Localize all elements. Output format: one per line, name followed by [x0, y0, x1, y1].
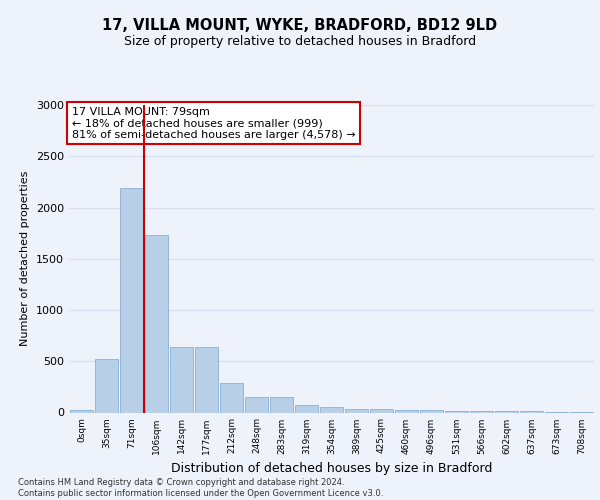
Text: 17, VILLA MOUNT, WYKE, BRADFORD, BD12 9LD: 17, VILLA MOUNT, WYKE, BRADFORD, BD12 9L…: [103, 18, 497, 32]
Bar: [70, 410, 93, 412]
Bar: [445, 410, 468, 412]
Bar: [270, 396, 293, 412]
Bar: [320, 408, 343, 412]
Bar: [420, 410, 443, 412]
Text: Size of property relative to detached houses in Bradford: Size of property relative to detached ho…: [124, 35, 476, 48]
Bar: [470, 411, 493, 412]
Text: Contains HM Land Registry data © Crown copyright and database right 2024.
Contai: Contains HM Land Registry data © Crown c…: [18, 478, 383, 498]
Bar: [170, 348, 193, 412]
X-axis label: Distribution of detached houses by size in Bradford: Distribution of detached houses by size …: [171, 462, 492, 475]
Bar: [95, 358, 118, 412]
Bar: [120, 188, 143, 412]
Bar: [220, 383, 243, 412]
Bar: [370, 410, 393, 412]
Text: 17 VILLA MOUNT: 79sqm
← 18% of detached houses are smaller (999)
81% of semi-det: 17 VILLA MOUNT: 79sqm ← 18% of detached …: [71, 106, 355, 140]
Bar: [245, 396, 268, 412]
Bar: [395, 410, 418, 412]
Bar: [195, 348, 218, 412]
Y-axis label: Number of detached properties: Number of detached properties: [20, 171, 31, 346]
Bar: [345, 409, 368, 412]
Bar: [295, 405, 318, 412]
Bar: [145, 235, 168, 412]
